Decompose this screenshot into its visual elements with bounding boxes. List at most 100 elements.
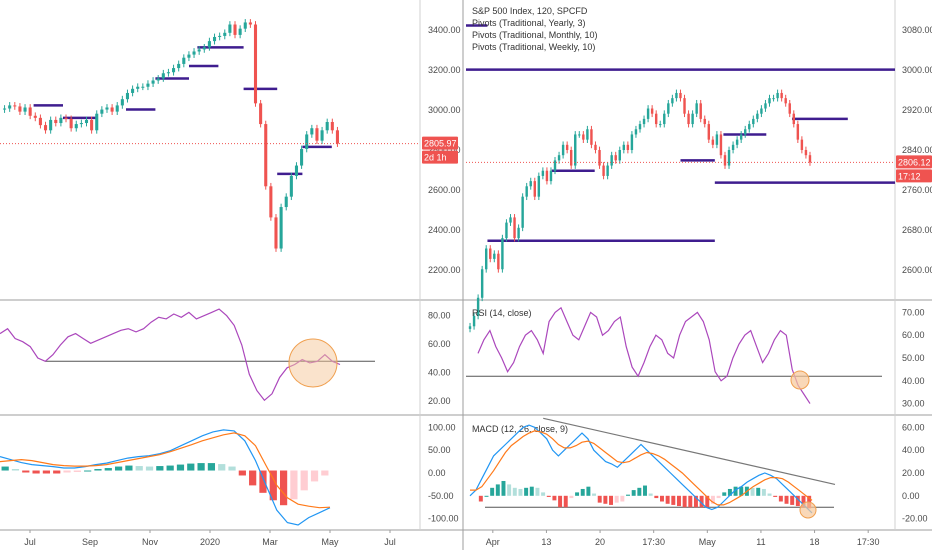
left-candle <box>64 117 68 119</box>
right-candle <box>497 253 500 270</box>
left-macd-tick: 100.00 <box>428 422 456 432</box>
left-candle <box>110 107 114 112</box>
left-candle <box>156 78 160 81</box>
right-macd-hist-bar <box>676 495 681 507</box>
right-candle <box>784 98 787 104</box>
left-candle <box>131 88 135 93</box>
left-candle <box>207 41 211 48</box>
left-candle <box>305 134 309 149</box>
right-macd-tick: 20.00 <box>902 468 925 478</box>
left-time-label: Nov <box>142 537 159 547</box>
right-macd-hist-bar <box>705 495 710 508</box>
left-candle <box>23 107 27 112</box>
right-candle <box>614 155 617 161</box>
left-macd-hist-bar <box>269 470 277 501</box>
right-price-tick: 2600.00 <box>902 265 932 275</box>
right-candle <box>590 129 593 145</box>
right-candle <box>699 103 702 119</box>
right-time-label: May <box>699 537 717 547</box>
left-macd-hist-bar <box>300 470 308 491</box>
right-candle <box>727 150 731 166</box>
right-macd-hist-bar <box>563 495 568 508</box>
right-macd-hist-bar <box>795 495 800 507</box>
left-macd-hist-bar <box>290 470 298 500</box>
left-time-label: Mar <box>262 537 278 547</box>
right-candle <box>772 98 775 100</box>
right-macd-hist-bar <box>727 488 732 496</box>
right-candle <box>594 144 597 150</box>
right-candle <box>606 165 609 176</box>
left-candle <box>115 105 119 112</box>
right-candle <box>586 129 589 140</box>
right-candle <box>529 181 532 187</box>
left-candle <box>279 207 283 249</box>
right-candle <box>578 134 581 136</box>
right-candle <box>719 134 723 156</box>
right-candle <box>602 165 605 176</box>
right-macd-hist-bar <box>756 487 761 496</box>
right-macd-hist-bar <box>620 495 625 502</box>
right-candle <box>468 326 472 329</box>
left-macd-hist-bar <box>104 468 112 471</box>
left-macd-hist-bar <box>114 466 123 471</box>
right-macd-hist-bar <box>512 487 517 496</box>
right-candle <box>796 124 800 140</box>
legend-pivots-weekly: Pivots (Traditional, Weekly, 10) <box>472 42 595 52</box>
left-candle <box>192 51 196 55</box>
right-macd-hist-bar <box>693 495 698 508</box>
right-time-label: 17:30 <box>857 537 880 547</box>
left-candle <box>161 73 165 79</box>
left-candle <box>212 36 217 42</box>
right-time-label: 20 <box>595 537 605 547</box>
left-macd-hist-bar <box>310 470 319 482</box>
right-macd-tick: 40.00 <box>902 445 925 455</box>
left-candle <box>100 109 104 114</box>
right-time-label: Apr <box>486 537 500 547</box>
right-candle <box>650 108 654 114</box>
right-macd-hist-bar <box>660 495 664 502</box>
left-macd-hist-bar <box>197 463 205 471</box>
right-macd-hist-bar <box>688 495 693 508</box>
left-candle <box>105 107 109 110</box>
right-candle <box>679 92 682 99</box>
right-rsi-tick: 50.00 <box>902 353 925 363</box>
left-macd-hist-bar <box>84 470 92 472</box>
right-candle <box>561 144 565 156</box>
left-candle <box>289 175 293 197</box>
right-candle <box>711 139 715 145</box>
right-macd-hist-bar <box>671 495 676 505</box>
left-price-tick: 2400.00 <box>428 225 461 235</box>
left-candle <box>325 122 329 131</box>
left-candle <box>49 119 53 131</box>
left-candle <box>69 118 73 129</box>
right-price-tag-bg <box>896 155 932 169</box>
right-candle <box>537 175 541 197</box>
right-candle <box>780 92 783 99</box>
left-candle <box>38 117 42 126</box>
right-macd-hist-bar <box>546 495 551 497</box>
left-time-label: May <box>321 537 339 547</box>
right-price-tag: 2806.12 <box>898 157 931 167</box>
left-time-tag-bg <box>422 150 458 164</box>
right-macd-hist-bar <box>507 484 512 496</box>
left-time-tag: 2d 1h <box>424 153 447 163</box>
left-candle <box>284 196 288 208</box>
left-candle <box>320 130 324 141</box>
right-candle <box>764 103 767 109</box>
left-candle <box>264 124 268 187</box>
right-macd-hist-bar <box>761 488 766 496</box>
right-candle <box>654 113 658 125</box>
right-candle <box>731 144 735 150</box>
right-macd-hist-bar <box>597 495 602 503</box>
right-macd-tick: -20.00 <box>902 514 928 524</box>
right-macd-hist-bar <box>535 487 540 496</box>
right-macd-hist-bar <box>501 480 506 496</box>
right-macd-hist-bar <box>586 486 591 496</box>
right-macd-line <box>469 424 813 514</box>
right-rsi-tick: 70.00 <box>902 307 925 317</box>
left-candle <box>177 63 181 69</box>
right-macd-hist-bar <box>558 495 563 508</box>
right-candle <box>521 196 524 228</box>
left-macd-hist-bar <box>207 463 216 471</box>
